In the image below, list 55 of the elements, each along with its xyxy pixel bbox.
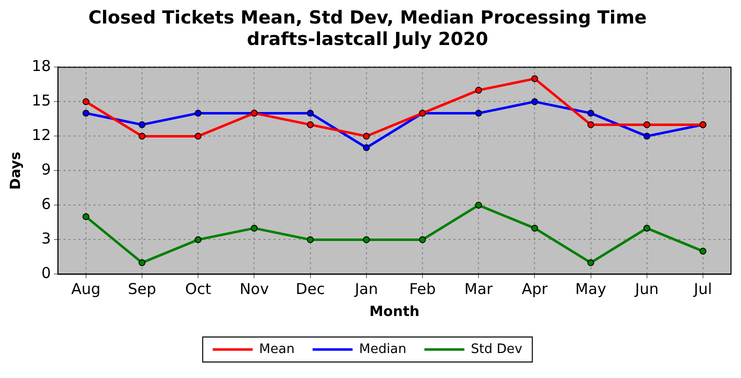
y-tick-label: 15: [32, 92, 51, 110]
point: [587, 121, 594, 128]
point: [475, 86, 482, 94]
x-tick-label: Jul: [692, 280, 712, 298]
legend-label: Std Dev: [470, 342, 523, 357]
point: [475, 202, 482, 209]
point: [362, 144, 370, 152]
point: [643, 132, 650, 140]
point: [419, 236, 426, 244]
point: [531, 75, 538, 82]
point: [587, 259, 594, 266]
point: [82, 98, 90, 106]
point: [643, 224, 650, 232]
y-tick-label: 3: [41, 230, 51, 248]
x-tick-label: Apr: [522, 280, 548, 298]
point: [306, 236, 314, 244]
point: [362, 236, 370, 244]
point: [643, 121, 650, 128]
point: [138, 121, 146, 128]
x-tick-label: Feb: [409, 280, 436, 298]
y-tick-label: 0: [41, 264, 51, 282]
point: [306, 110, 314, 117]
point: [138, 259, 146, 266]
legend-label: Mean: [259, 342, 295, 357]
x-tick-label: Nov: [240, 280, 269, 298]
y-tick-label: 12: [32, 126, 51, 144]
x-tick-label: Jan: [354, 280, 378, 298]
point: [362, 132, 370, 140]
y-tick-label: 9: [41, 160, 51, 179]
chart-title: Closed Tickets Mean, Std Dev, Median Processing Time drafts-lastcall July 2020: [88, 7, 647, 50]
point: [306, 121, 314, 128]
point: [531, 224, 538, 232]
point: [82, 213, 90, 220]
point: [194, 132, 202, 140]
y-tick-label: 6: [41, 195, 51, 214]
x-tick-label: Sep: [128, 280, 156, 298]
x-axis-title: Month: [369, 304, 420, 320]
y-tick-label: 18: [32, 57, 51, 76]
point: [531, 98, 538, 106]
point: [475, 110, 482, 117]
legend-label: Median: [359, 342, 406, 357]
x-tick-label: Dec: [296, 280, 325, 298]
y-axis-title: Days: [8, 152, 24, 190]
x-tick-label: Mar: [464, 280, 494, 298]
x-tick-label: Jun: [634, 280, 659, 298]
point: [82, 110, 90, 117]
point: [138, 132, 146, 140]
x-tick-label: Aug: [71, 280, 101, 298]
point: [194, 236, 202, 244]
point: [194, 110, 202, 117]
x-tick-label: May: [575, 280, 606, 298]
point: [250, 224, 258, 232]
point: [700, 248, 706, 255]
point: [587, 110, 594, 117]
x-tick-label: Oct: [185, 280, 212, 298]
